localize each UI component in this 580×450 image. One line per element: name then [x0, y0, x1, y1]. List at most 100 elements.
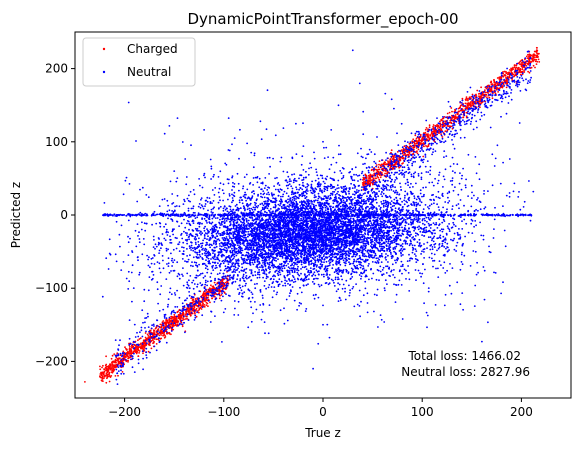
charged-point: [521, 61, 524, 64]
neutral-point: [401, 200, 403, 203]
charged-point: [538, 61, 541, 63]
neutral-point: [101, 295, 104, 298]
neutral-point: [186, 220, 189, 222]
charged-point: [519, 63, 521, 66]
charged-point: [493, 79, 495, 81]
neutral-point: [352, 262, 354, 265]
neutral-point: [338, 297, 341, 299]
neutral-point: [461, 174, 463, 177]
neutral-point: [389, 203, 392, 206]
neutral-point: [312, 273, 315, 276]
neutral-point: [191, 229, 194, 231]
neutral-point: [381, 247, 384, 250]
charged-point: [420, 142, 422, 145]
charged-point: [178, 315, 180, 318]
neutral-point: [380, 173, 383, 176]
charged-point: [107, 375, 110, 378]
charged-point: [126, 355, 129, 357]
neutral-point: [394, 259, 396, 262]
neutral-point: [431, 248, 434, 251]
neutral-point: [437, 190, 440, 193]
neutral-point: [316, 264, 318, 267]
charged-point: [448, 111, 451, 114]
neutral-point: [464, 186, 467, 189]
neutral-point: [456, 163, 459, 166]
charged-point: [464, 102, 467, 105]
neutral-point: [450, 238, 452, 241]
neutral-point: [246, 197, 249, 200]
neutral-point: [368, 166, 370, 168]
charged-point: [436, 125, 439, 127]
charged-point: [532, 55, 534, 58]
neutral-point: [417, 174, 420, 177]
neutral-point: [221, 282, 224, 284]
charged-point: [133, 350, 136, 353]
neutral-point: [185, 176, 188, 178]
neutral-point: [416, 226, 419, 229]
neutral-point: [358, 274, 361, 276]
neutral-point: [206, 271, 209, 274]
charged-point: [126, 353, 128, 355]
neutral-point: [361, 194, 363, 197]
neutral-point: [196, 283, 199, 286]
neutral-point: [366, 184, 369, 187]
charged-point: [444, 120, 447, 122]
neutral-point: [335, 161, 338, 164]
charged-point: [223, 285, 225, 288]
charged-point: [508, 71, 510, 74]
neutral-point: [201, 186, 204, 189]
neutral-point: [188, 291, 191, 293]
charged-point: [523, 69, 525, 72]
charged-point: [413, 146, 416, 149]
neutral-point: [235, 247, 238, 250]
charged-point: [513, 64, 516, 66]
charged-point: [117, 360, 120, 362]
charged-point: [141, 341, 144, 344]
charged-point: [185, 315, 187, 318]
neutral-point: [194, 241, 197, 244]
neutral-point: [288, 271, 291, 274]
neutral-point: [458, 238, 460, 240]
charged-point: [465, 115, 468, 118]
neutral-point: [252, 312, 254, 315]
charged-point: [529, 61, 532, 64]
neutral-point: [305, 170, 307, 173]
neutral-point: [286, 319, 289, 322]
neutral-point: [301, 188, 304, 191]
neutral-point: [332, 191, 334, 193]
neutral-point: [415, 182, 417, 185]
neutral-point: [325, 260, 328, 263]
neutral-point: [404, 194, 406, 197]
neutral-point: [287, 195, 290, 198]
charged-point: [114, 358, 117, 361]
charged-point: [171, 321, 174, 324]
neutral-point: [204, 281, 207, 284]
neutral-point: [385, 203, 388, 206]
neutral-point: [250, 291, 253, 294]
neutral-point: [359, 266, 362, 269]
charged-point: [392, 157, 395, 159]
charged-point: [137, 355, 140, 357]
neutral-point: [298, 188, 300, 191]
charged-point: [527, 63, 530, 66]
charged-point: [527, 70, 529, 73]
charged-point: [133, 343, 136, 346]
charged-point: [130, 348, 132, 350]
neutral-point: [293, 265, 295, 267]
charged-point: [524, 58, 526, 61]
charged-point: [145, 337, 148, 340]
neutral-point: [136, 200, 139, 203]
neutral-point: [419, 221, 421, 224]
charged-point: [454, 108, 456, 111]
neutral-point: [411, 244, 414, 247]
neutral-point: [378, 279, 380, 282]
neutral-point: [166, 234, 169, 236]
charged-point: [464, 107, 467, 110]
charged-point: [391, 158, 394, 160]
neutral-point: [395, 253, 397, 256]
neutral-point: [381, 159, 383, 162]
charged-point: [201, 304, 204, 307]
charged-point: [159, 329, 162, 332]
neutral-point: [206, 222, 208, 224]
neutral-point: [187, 209, 190, 212]
